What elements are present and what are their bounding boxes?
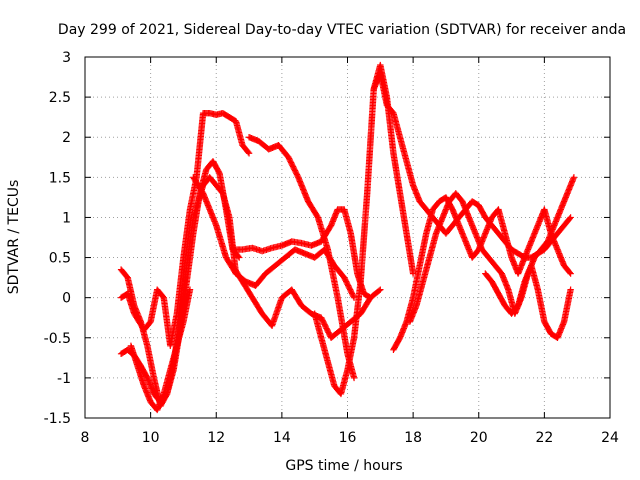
data-point (566, 215, 573, 222)
series-track-m (482, 262, 574, 341)
x-tick-label: 8 (81, 430, 90, 446)
data-layer (117, 61, 578, 414)
y-axis-label: SDTVAR / TECUs (6, 180, 22, 295)
data-point (376, 287, 383, 294)
series-track-c (117, 109, 253, 349)
y-tick-label: 2.5 (49, 90, 71, 106)
series-track-i (311, 61, 417, 398)
data-point (567, 286, 574, 293)
data-point (366, 293, 373, 301)
series-track-k (390, 194, 574, 354)
y-tick-label: -1 (57, 371, 71, 387)
data-point (567, 214, 574, 221)
y-tick-label: 2 (62, 130, 71, 146)
x-tick-label: 20 (470, 430, 488, 446)
x-tick-label: 24 (601, 430, 619, 446)
x-axis-label: GPS time / hours (285, 458, 402, 474)
data-point (566, 269, 573, 276)
data-point (350, 374, 358, 382)
y-tick-label: 0.5 (49, 251, 71, 267)
data-point (245, 150, 253, 157)
y-tick-label: 0 (62, 291, 71, 307)
x-tick-label: 18 (404, 430, 422, 446)
data-point (244, 148, 252, 156)
data-point (367, 294, 374, 301)
y-tick-label: 1.5 (49, 170, 71, 186)
series-track-l (406, 174, 578, 325)
x-tick-label: 14 (273, 430, 291, 446)
x-tick-label: 22 (535, 430, 553, 446)
y-tick-label: 1 (62, 210, 71, 226)
chart-title: Day 299 of 2021, Sidereal Day-to-day VTE… (58, 22, 626, 38)
x-tick-label: 12 (207, 430, 225, 446)
y-tick-label: 3 (62, 50, 71, 66)
y-tick-label: -1.5 (44, 411, 71, 427)
data-point (186, 286, 194, 293)
data-point (409, 270, 417, 277)
data-point (570, 174, 578, 181)
data-point (350, 293, 357, 300)
data-point (567, 270, 574, 277)
x-tick-label: 10 (142, 430, 160, 446)
x-tick-label: 16 (339, 430, 357, 446)
y-tick-label: -0.5 (44, 331, 71, 347)
data-point (377, 286, 384, 293)
series-track-d (127, 286, 194, 414)
tick-layer: 8 10 12 14 16 18 20 22 24 -1.5 -1 -0.5 0 0.5 1 1.5 2 2.5 3 (44, 50, 619, 446)
series-track-b (117, 174, 240, 410)
